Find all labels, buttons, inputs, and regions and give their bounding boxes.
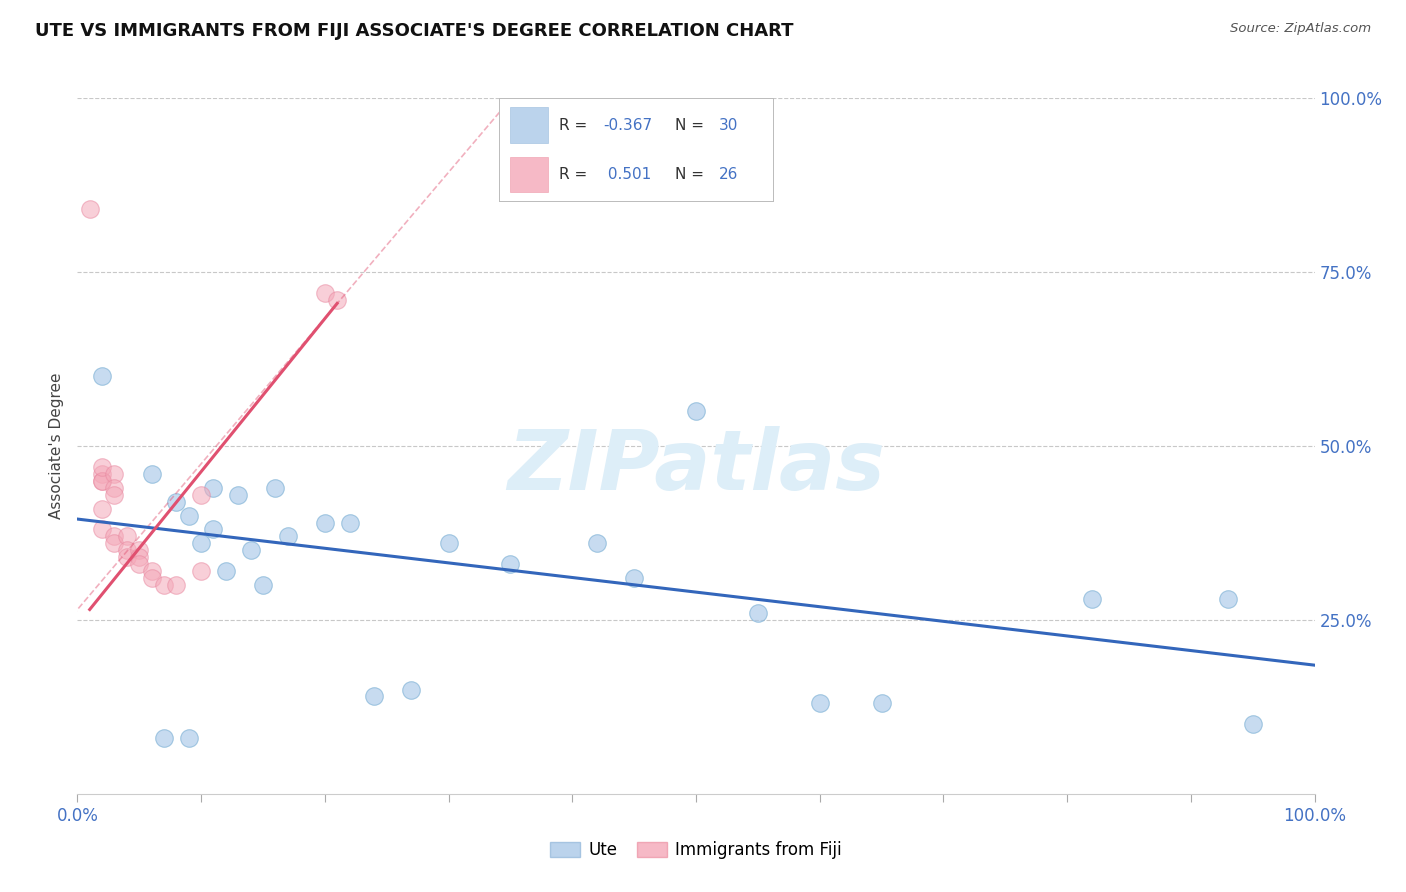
- Point: [153, 731, 176, 746]
- Point: [103, 529, 125, 543]
- Point: [91, 459, 114, 474]
- Point: [115, 543, 138, 558]
- Point: [91, 523, 114, 537]
- Point: [190, 564, 212, 578]
- Point: [1216, 592, 1239, 607]
- Point: [239, 543, 262, 558]
- Point: [215, 564, 238, 578]
- Point: [91, 501, 114, 516]
- Bar: [510, 107, 548, 144]
- Point: [586, 536, 609, 550]
- Point: [252, 578, 274, 592]
- Point: [277, 529, 299, 543]
- Text: N =: N =: [675, 167, 709, 182]
- Point: [91, 474, 114, 488]
- Bar: [510, 157, 548, 193]
- Text: 30: 30: [718, 118, 738, 133]
- Point: [128, 550, 150, 565]
- Text: UTE VS IMMIGRANTS FROM FIJI ASSOCIATE'S DEGREE CORRELATION CHART: UTE VS IMMIGRANTS FROM FIJI ASSOCIATE'S …: [35, 22, 793, 40]
- Point: [177, 731, 200, 746]
- Text: -0.367: -0.367: [603, 118, 652, 133]
- Point: [363, 690, 385, 704]
- Point: [103, 488, 125, 502]
- Text: ZIPatlas: ZIPatlas: [508, 426, 884, 508]
- Point: [401, 682, 423, 697]
- Text: R =: R =: [560, 167, 592, 182]
- Point: [314, 285, 336, 300]
- Point: [1241, 717, 1264, 731]
- Point: [499, 558, 522, 572]
- Point: [128, 558, 150, 572]
- Point: [153, 578, 176, 592]
- Point: [264, 481, 287, 495]
- Text: R =: R =: [560, 118, 592, 133]
- Legend: Ute, Immigrants from Fiji: Ute, Immigrants from Fiji: [543, 834, 849, 865]
- Point: [870, 697, 893, 711]
- Point: [808, 697, 831, 711]
- Point: [747, 606, 769, 620]
- Point: [1081, 592, 1104, 607]
- Point: [437, 536, 460, 550]
- Point: [141, 467, 163, 481]
- Point: [190, 488, 212, 502]
- Point: [326, 293, 349, 307]
- Point: [623, 571, 645, 585]
- Point: [339, 516, 361, 530]
- Point: [165, 494, 187, 508]
- Point: [115, 529, 138, 543]
- Text: N =: N =: [675, 118, 709, 133]
- Point: [103, 536, 125, 550]
- Point: [141, 571, 163, 585]
- Text: 0.501: 0.501: [603, 167, 651, 182]
- Point: [91, 467, 114, 481]
- Text: 26: 26: [718, 167, 738, 182]
- Point: [103, 467, 125, 481]
- Point: [115, 550, 138, 565]
- Point: [685, 404, 707, 418]
- Point: [202, 481, 225, 495]
- Point: [226, 488, 249, 502]
- Point: [128, 543, 150, 558]
- Point: [141, 564, 163, 578]
- Point: [103, 481, 125, 495]
- Point: [91, 474, 114, 488]
- Text: Source: ZipAtlas.com: Source: ZipAtlas.com: [1230, 22, 1371, 36]
- Point: [177, 508, 200, 523]
- Point: [91, 369, 114, 384]
- Point: [79, 202, 101, 217]
- Point: [165, 578, 187, 592]
- Point: [202, 523, 225, 537]
- Point: [190, 536, 212, 550]
- Y-axis label: Associate's Degree: Associate's Degree: [49, 373, 65, 519]
- Point: [314, 516, 336, 530]
